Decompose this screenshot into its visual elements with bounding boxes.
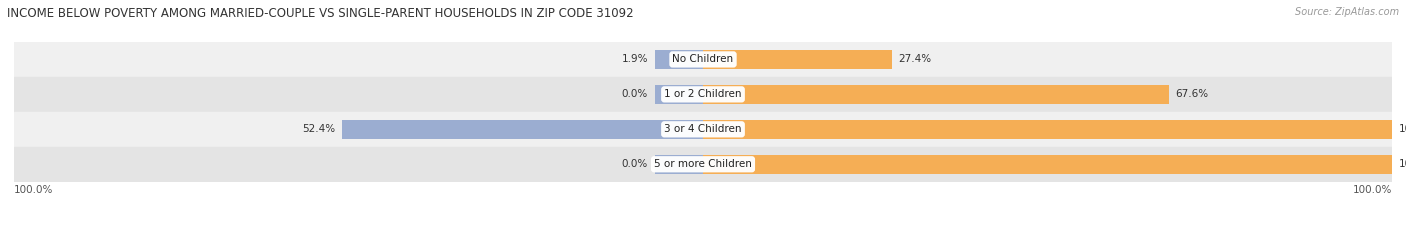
Text: 3 or 4 Children: 3 or 4 Children [664, 124, 742, 134]
Text: 1 or 2 Children: 1 or 2 Children [664, 89, 742, 99]
Text: INCOME BELOW POVERTY AMONG MARRIED-COUPLE VS SINGLE-PARENT HOUSEHOLDS IN ZIP COD: INCOME BELOW POVERTY AMONG MARRIED-COUPL… [7, 7, 634, 20]
Bar [655, 85, 703, 104]
Text: 27.4%: 27.4% [898, 55, 932, 64]
Bar [14, 77, 1392, 112]
Bar [655, 50, 703, 69]
Bar [703, 85, 1168, 104]
Bar [655, 155, 703, 174]
Text: 52.4%: 52.4% [302, 124, 335, 134]
Text: 100.0%: 100.0% [1399, 159, 1406, 169]
Text: 100.0%: 100.0% [14, 185, 53, 195]
Text: 0.0%: 0.0% [621, 159, 648, 169]
Bar [14, 112, 1392, 147]
Text: 100.0%: 100.0% [1353, 185, 1392, 195]
Text: 100.0%: 100.0% [1399, 124, 1406, 134]
Bar [703, 120, 1392, 139]
Text: 5 or more Children: 5 or more Children [654, 159, 752, 169]
Text: 0.0%: 0.0% [621, 89, 648, 99]
Text: No Children: No Children [672, 55, 734, 64]
Bar [14, 147, 1392, 182]
Text: 1.9%: 1.9% [621, 55, 648, 64]
Bar [14, 42, 1392, 77]
Text: 67.6%: 67.6% [1175, 89, 1209, 99]
Text: Source: ZipAtlas.com: Source: ZipAtlas.com [1295, 7, 1399, 17]
Bar [703, 155, 1392, 174]
Bar [703, 50, 891, 69]
Bar [342, 120, 703, 139]
